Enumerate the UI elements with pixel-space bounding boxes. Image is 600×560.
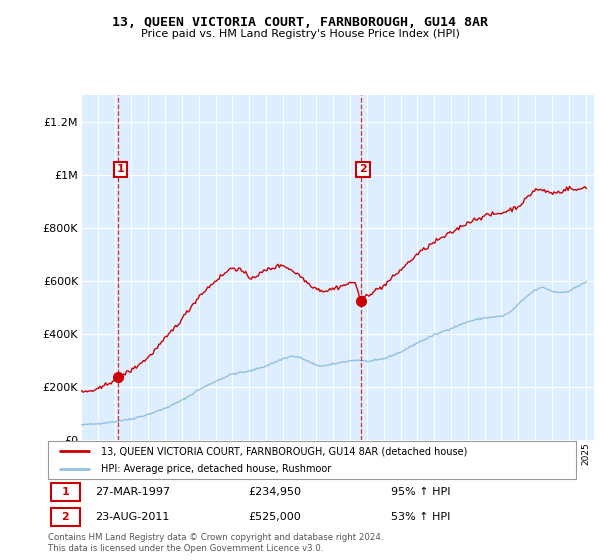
Text: 1: 1 <box>117 165 125 174</box>
Text: 1: 1 <box>61 487 69 497</box>
Text: HPI: Average price, detached house, Rushmoor: HPI: Average price, detached house, Rush… <box>101 464 331 474</box>
Text: 2: 2 <box>359 165 367 174</box>
Text: Price paid vs. HM Land Registry's House Price Index (HPI): Price paid vs. HM Land Registry's House … <box>140 29 460 39</box>
Text: 2: 2 <box>61 512 69 522</box>
Text: Contains HM Land Registry data © Crown copyright and database right 2024.
This d: Contains HM Land Registry data © Crown c… <box>48 533 383 553</box>
Text: £234,950: £234,950 <box>248 487 302 497</box>
Bar <box>50 508 80 526</box>
Text: 95% ↑ HPI: 95% ↑ HPI <box>391 487 451 497</box>
Text: 53% ↑ HPI: 53% ↑ HPI <box>391 512 451 522</box>
Text: 13, QUEEN VICTORIA COURT, FARNBOROUGH, GU14 8AR: 13, QUEEN VICTORIA COURT, FARNBOROUGH, G… <box>112 16 488 29</box>
Bar <box>50 483 80 501</box>
Text: 23-AUG-2011: 23-AUG-2011 <box>95 512 170 522</box>
Text: 27-MAR-1997: 27-MAR-1997 <box>95 487 170 497</box>
Text: £525,000: £525,000 <box>248 512 301 522</box>
Text: 13, QUEEN VICTORIA COURT, FARNBOROUGH, GU14 8AR (detached house): 13, QUEEN VICTORIA COURT, FARNBOROUGH, G… <box>101 446 467 456</box>
